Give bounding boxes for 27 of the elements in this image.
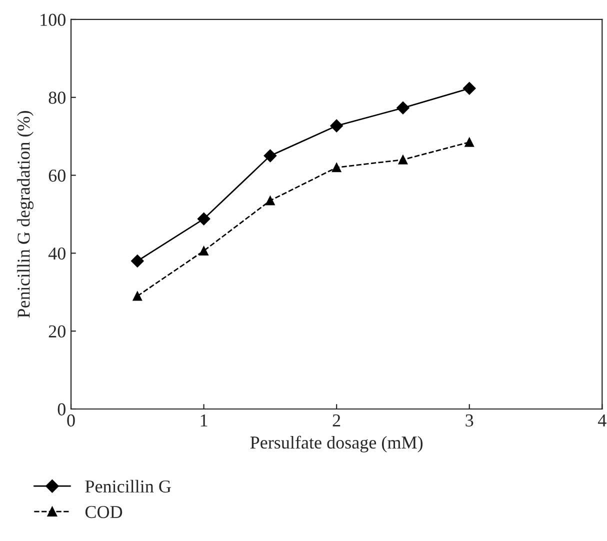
y-tick-label: 100 [40,14,66,26]
point [330,119,343,132]
point [130,254,144,268]
point [332,162,342,172]
x-tick-label: 2 [332,414,340,426]
point [197,212,210,226]
y-tick-label: 40 [48,247,66,260]
y-axis-title: Penicillin G degradation (%) [17,110,34,318]
y-tick-label: 0 [58,403,66,416]
x-tick-label: 0 [67,414,75,427]
point [464,137,474,147]
point [396,101,410,114]
point [462,82,476,95]
legend-label: COD [85,506,122,518]
point [132,291,142,301]
x-tick-label: 4 [598,414,606,426]
point [264,149,277,162]
y-tick-label: 20 [48,325,66,338]
y-tick-label: 60 [48,170,66,182]
x-axis-title: Persulfate dosage (mM) [250,436,423,452]
point [398,155,408,164]
point [266,196,275,206]
legend-label: Penicillin G [85,480,171,493]
x-tick-label: 1 [200,414,208,426]
y-tick-label: 80 [48,92,66,104]
x-tick-label: 3 [466,414,474,427]
point [199,246,208,256]
